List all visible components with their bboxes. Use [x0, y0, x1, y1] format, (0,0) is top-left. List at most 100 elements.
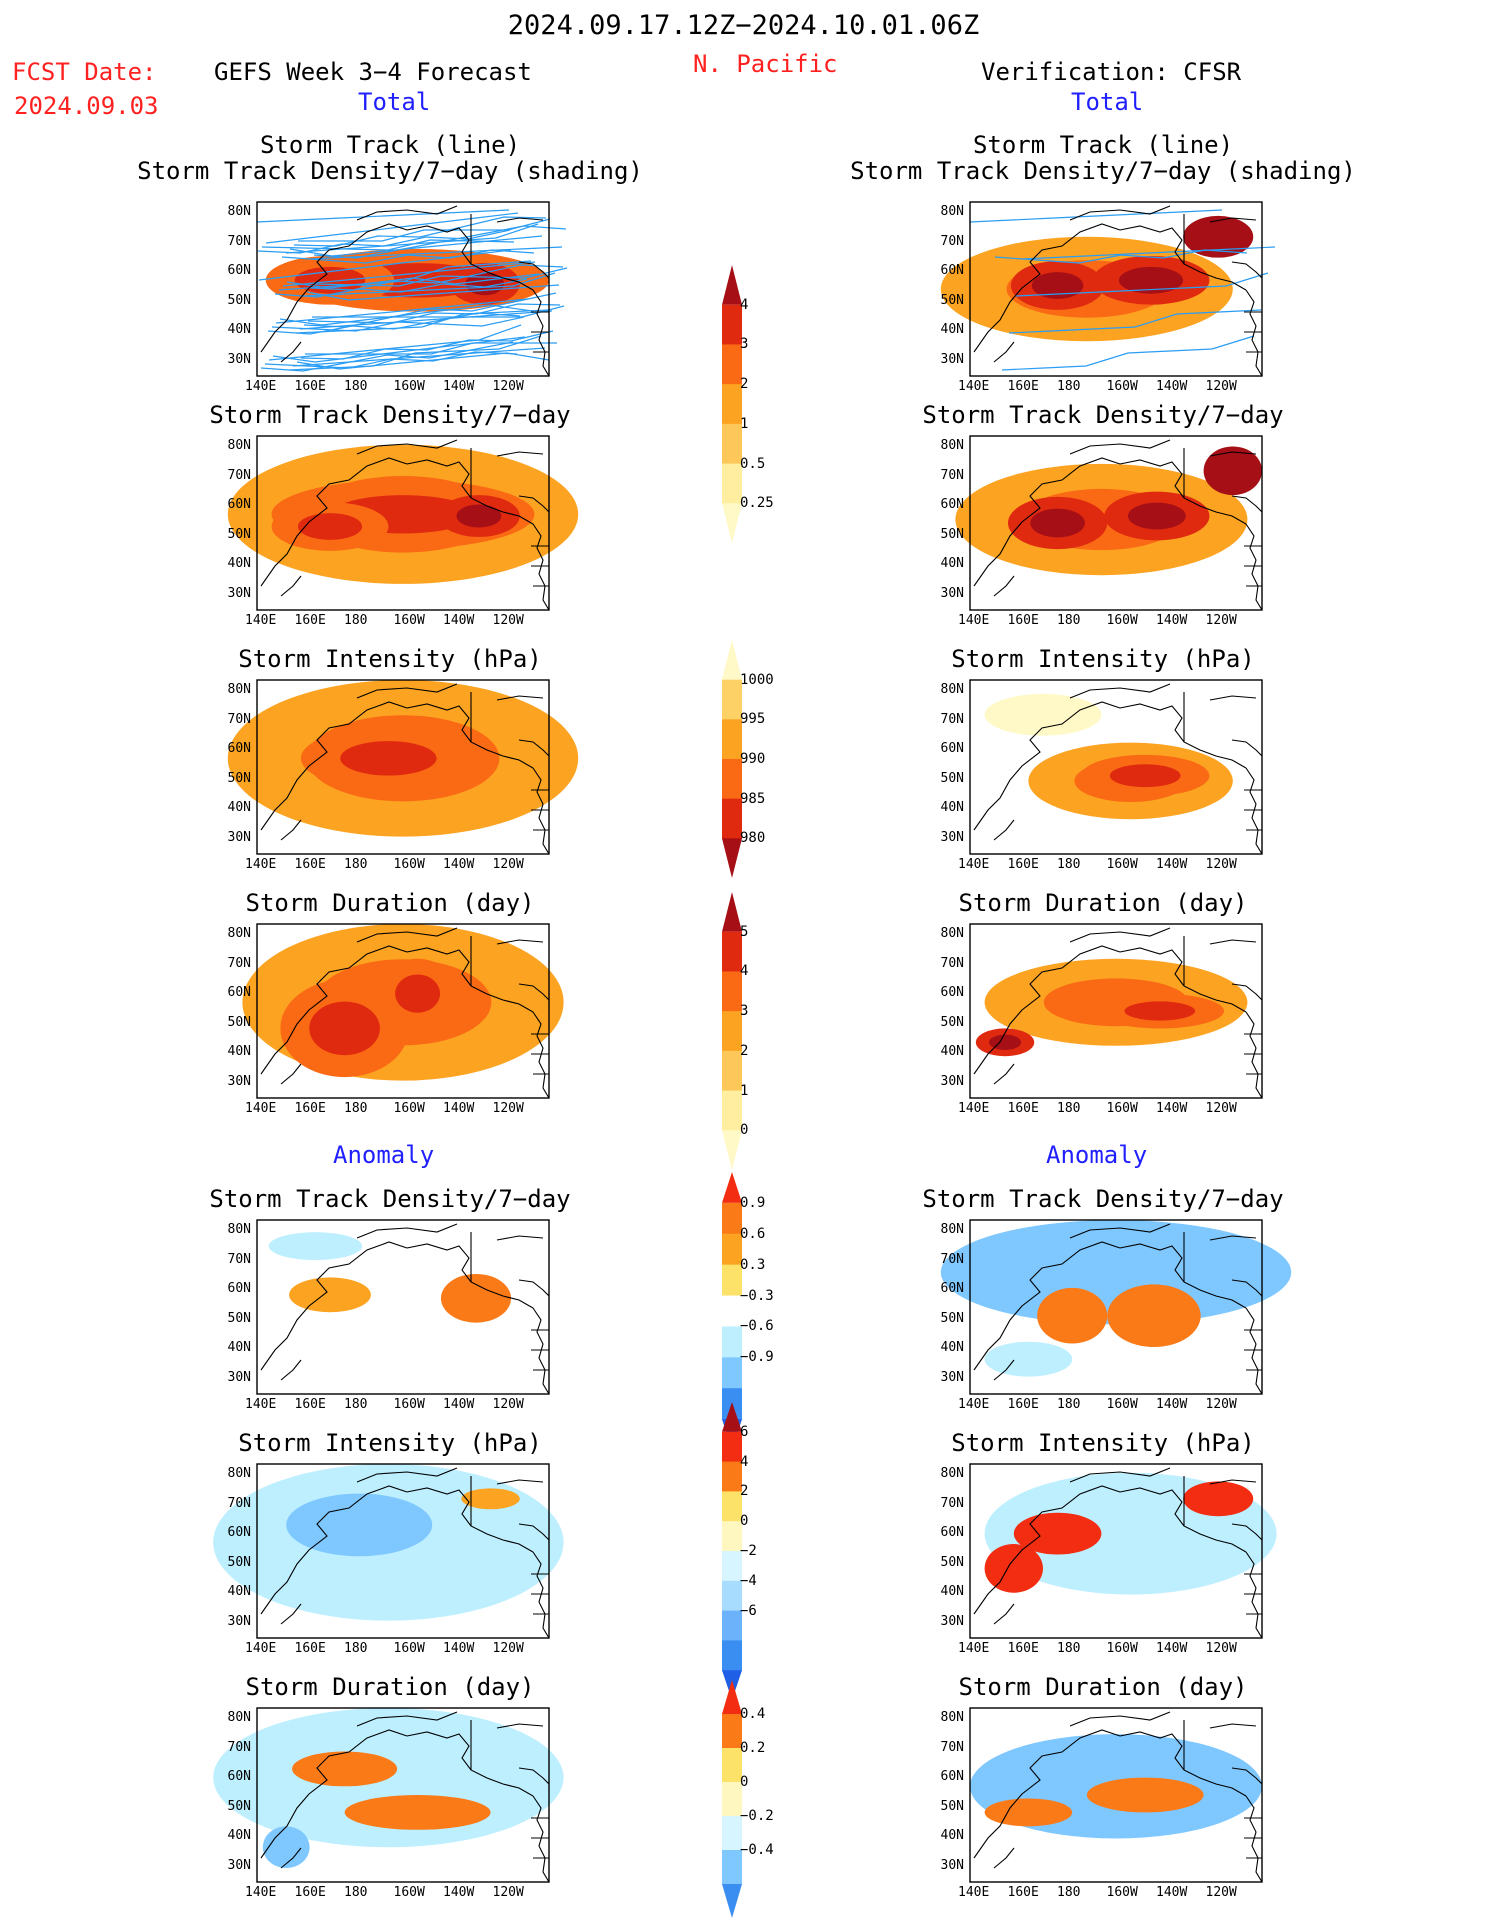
lon-label: 120W [492, 857, 524, 872]
colorbar-duration-swatch-2 [722, 971, 742, 1012]
lon-label: 160E [294, 1641, 326, 1656]
panel-title-f1: Storm Track (line) Storm Track Density/7… [90, 132, 690, 184]
lat-label: 30N [227, 1369, 251, 1385]
colorbar-intensity-swatch-3 [722, 759, 742, 800]
lon-label: 160E [294, 379, 326, 394]
colorbar-density-label: 3 [740, 336, 749, 353]
lat-label: 80N [227, 204, 251, 219]
panel-title-f4: Storm Duration (day) [245, 889, 535, 917]
map-f2-coastline [260, 439, 550, 611]
map-v1-track-3 [1008, 309, 1262, 334]
lon-label: 160E [294, 1397, 326, 1412]
lon-label: 120W [492, 1101, 524, 1116]
colorbar-anom_intensity-swatch-8 [722, 1640, 742, 1671]
lon-label: 140E [245, 857, 277, 872]
map-f1-track-22 [282, 261, 536, 287]
map-f5-canvas [256, 1219, 550, 1395]
panel-title-v3: Storm Intensity (hPa) [951, 645, 1255, 673]
map-v5-shade-1 [1037, 1287, 1108, 1344]
lat-label: 80N [940, 926, 964, 941]
lat-label: 30N [227, 1857, 251, 1873]
map-forecast-track-density: 80N 70N 60N 50N 40N 30N 140E 160E 180 160W 140W 120… [209, 435, 579, 634]
lon-label: 160E [1007, 857, 1039, 872]
map-f1-track-0 [256, 209, 510, 223]
colorbar-anom_density-label: 0.9 [740, 1194, 766, 1211]
map-v5-shade-2 [1107, 1284, 1201, 1348]
map-f1-track-12 [292, 347, 546, 367]
map-f3-canvas [227, 679, 579, 855]
map-f1-track-35 [312, 305, 565, 318]
colorbar-density-label: 2 [740, 376, 749, 393]
map-v3-shade-core-1 [1109, 764, 1181, 788]
map-v6-shade-3 [984, 1544, 1043, 1593]
lon-label: 180 [344, 613, 368, 628]
lon-label: 140W [443, 857, 475, 872]
colorbar-anom_density-label: −0.6 [740, 1318, 774, 1335]
lat-label: 50N [227, 1014, 251, 1030]
lon-label: 160E [1007, 1885, 1039, 1900]
lat-label: 70N [227, 1495, 251, 1511]
lon-label: 160W [1106, 613, 1138, 628]
lon-label: 140E [245, 379, 277, 394]
lat-label: 80N [940, 204, 964, 219]
lat-label: 50N [227, 292, 251, 308]
lon-label: 160W [393, 613, 425, 628]
map-f7-shade-2 [344, 1795, 491, 1830]
lon-label: 140W [1156, 379, 1188, 394]
colorbar-density-canvas [722, 265, 742, 543]
lat-label: 60N [940, 1769, 964, 1784]
colorbar-anom_density-swatch-6 [722, 1357, 742, 1389]
colorbar-density-swatch-0 [722, 265, 742, 305]
panel-title-f6: Storm Intensity (hPa) [238, 1429, 542, 1457]
lon-label: 160E [1007, 379, 1039, 394]
lat-label: 50N [940, 770, 964, 786]
lat-label: 40N [940, 322, 964, 337]
colorbar-anom_intensity-label: 6 [740, 1423, 749, 1440]
lon-label: 180 [344, 1397, 368, 1412]
map-f4-shade-core-2 [395, 974, 441, 1013]
colorbar-intensity-swatch-2 [722, 719, 742, 760]
lon-label: 140W [443, 1885, 475, 1900]
lon-label: 160E [294, 613, 326, 628]
map-f7-canvas [213, 1707, 564, 1883]
lat-label: 60N [940, 741, 964, 756]
panel-title-v5: Storm Track Density/7−day [922, 1185, 1284, 1213]
lat-label: 80N [940, 1222, 964, 1237]
panel-title-v7: Storm Duration (day) [958, 1673, 1248, 1701]
colorbar-density-swatch-2 [722, 344, 742, 385]
lon-label: 180 [1057, 613, 1081, 628]
map-f1-track-23 [275, 298, 529, 324]
colorbar-anom_duration-swatch-5 [722, 1850, 742, 1885]
map-f5-shade-2 [268, 1232, 363, 1261]
lon-label: 140W [443, 613, 475, 628]
colorbar-intensity: 1000 995 990 985 980 [722, 640, 802, 888]
colorbar-anom_intensity-swatch-3 [722, 1491, 742, 1522]
lat-label: 80N [227, 1710, 251, 1725]
anomaly-label-right: Anomaly [1046, 1141, 1148, 1169]
map-v7-coastline [973, 1711, 1263, 1883]
lon-label: 160W [1106, 1885, 1138, 1900]
lat-label: 50N [227, 1798, 251, 1814]
lat-label: 70N [227, 955, 251, 971]
panel-title-v6: Storm Intensity (hPa) [951, 1429, 1255, 1457]
lat-label: 60N [227, 1281, 251, 1296]
colorbar-anom_intensity-label: 0 [740, 1513, 749, 1530]
map-v5-canvas [940, 1219, 1292, 1395]
colorbar-anom_duration-swatch-2 [722, 1748, 742, 1783]
map-v1-coastline [973, 205, 1263, 377]
lat-label: 70N [940, 233, 964, 249]
lat-label: 60N [227, 1769, 251, 1784]
colorbar-anom_duration-swatch-4 [722, 1816, 742, 1851]
map-v6-shade-1 [1013, 1512, 1102, 1555]
colorbar-anom_intensity-swatch-7 [722, 1610, 742, 1641]
map-f7-shade-3 [262, 1826, 310, 1869]
map-f2-frame [256, 435, 550, 611]
map-f1-track-30 [286, 273, 540, 289]
lat-label: 70N [227, 1251, 251, 1267]
lat-label: 50N [227, 1310, 251, 1326]
map-f4-canvas [242, 923, 564, 1099]
lon-label: 120W [1205, 857, 1237, 872]
fcst-date-value: 2024.09.03 [14, 92, 159, 120]
lat-label: 50N [227, 770, 251, 786]
map-v5-shade-3 [984, 1341, 1073, 1377]
